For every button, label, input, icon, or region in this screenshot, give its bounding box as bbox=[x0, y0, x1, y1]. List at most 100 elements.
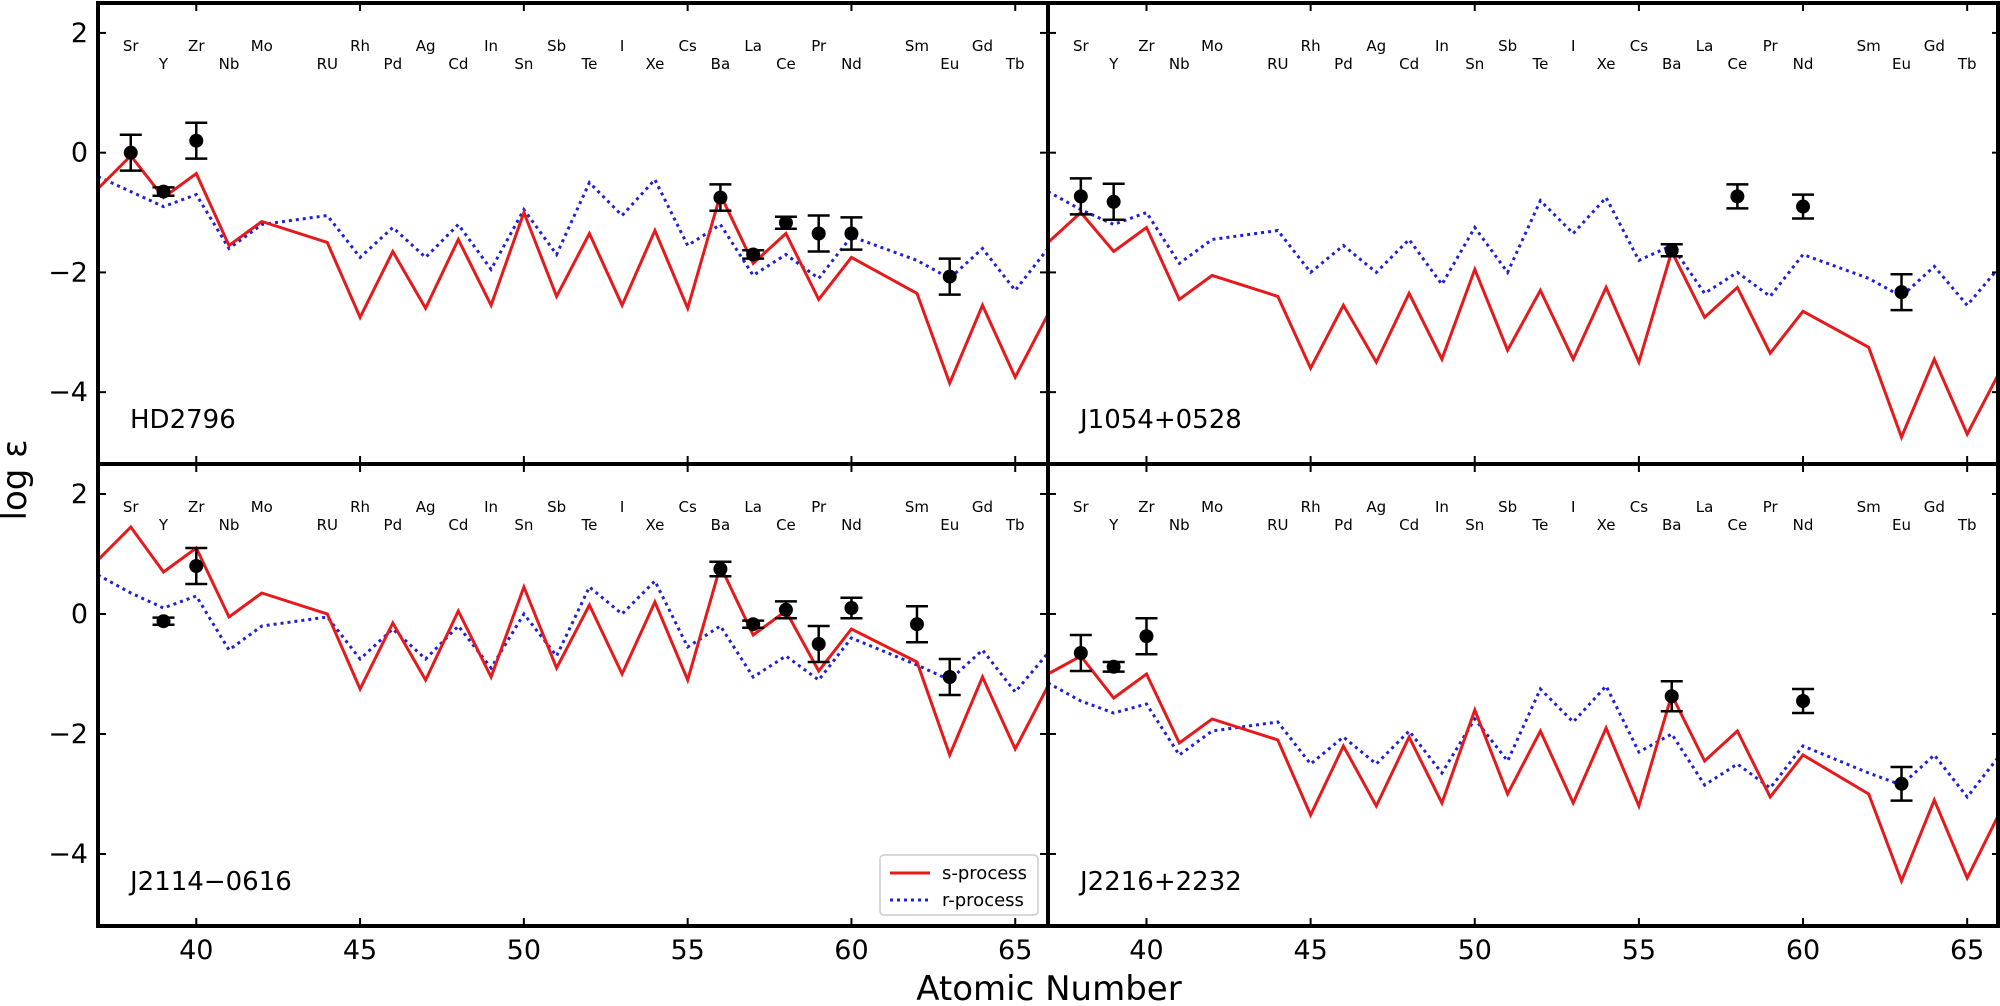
x-tick-label: 65 bbox=[998, 935, 1032, 966]
element-label-rh: Rh bbox=[1301, 498, 1321, 516]
x-tick-label: 40 bbox=[179, 935, 213, 966]
observed-marker bbox=[942, 269, 957, 284]
element-label-gd: Gd bbox=[972, 498, 993, 516]
y-tick-label: −2 bbox=[48, 257, 88, 288]
element-label-rh: Rh bbox=[350, 498, 370, 516]
element-label-ce: Ce bbox=[1728, 516, 1748, 534]
element-label-nd: Nd bbox=[841, 516, 862, 534]
element-label-la: La bbox=[1696, 37, 1714, 55]
legend-label-s-process: s-process bbox=[942, 863, 1027, 884]
observed-point-z56 bbox=[709, 183, 732, 212]
element-label-nb: Nb bbox=[1169, 55, 1190, 73]
observed-point-z57 bbox=[742, 247, 765, 262]
observed-point-z63 bbox=[1890, 765, 1913, 802]
element-label-pd: Pd bbox=[384, 516, 403, 534]
element-label-sr: Sr bbox=[1073, 498, 1090, 516]
element-label-tb: Tb bbox=[1005, 516, 1025, 534]
observed-point-z60 bbox=[1792, 687, 1815, 715]
element-label-sr: Sr bbox=[123, 37, 140, 55]
element-label-sm: Sm bbox=[1857, 498, 1881, 516]
observed-marker bbox=[189, 559, 204, 573]
element-label-ba: Ba bbox=[1662, 55, 1681, 73]
element-label-sr: Sr bbox=[1073, 37, 1090, 55]
element-label-eu: Eu bbox=[1892, 55, 1911, 73]
element-label-gd: Gd bbox=[972, 37, 993, 55]
observed-point-z63 bbox=[1890, 272, 1913, 312]
observed-marker bbox=[123, 145, 138, 160]
y-tick-label: 0 bbox=[71, 138, 88, 169]
observed-marker bbox=[1073, 189, 1088, 204]
element-label-cs: Cs bbox=[1630, 498, 1648, 516]
element-label-zr: Zr bbox=[1138, 37, 1155, 55]
observed-point-z60 bbox=[840, 216, 863, 251]
element-label-pd: Pd bbox=[1334, 55, 1353, 73]
element-label-sm: Sm bbox=[905, 37, 929, 55]
element-label-zr: Zr bbox=[1138, 498, 1155, 516]
observed-point-z39 bbox=[152, 184, 175, 199]
panel-4: Sr Y Zr Nb Mo RU Rh Pd Ag Cd In Sn Sb Te I Xe Cs Ba La Ce Pr… bbox=[1048, 464, 2000, 966]
element-label-te: Te bbox=[580, 55, 597, 73]
observed-marker bbox=[909, 617, 924, 632]
observed-point-z40 bbox=[185, 546, 208, 586]
element-label-ce: Ce bbox=[776, 55, 796, 73]
element-label-i: I bbox=[1571, 498, 1575, 516]
observed-point-z58 bbox=[774, 600, 797, 620]
observed-marker bbox=[778, 215, 793, 230]
element-label-sr: Sr bbox=[123, 498, 140, 516]
observed-point-z59 bbox=[807, 624, 830, 664]
element-label-y: Y bbox=[158, 55, 169, 73]
observed-point-z56 bbox=[1660, 243, 1683, 258]
element-label-y: Y bbox=[1108, 516, 1119, 534]
observed-marker bbox=[713, 190, 728, 205]
observed-point-z38 bbox=[119, 133, 142, 172]
star-name-label: J2114−0616 bbox=[128, 867, 292, 897]
element-label-ce: Ce bbox=[1728, 55, 1748, 73]
observed-point-z63 bbox=[938, 257, 961, 296]
element-label-gd: Gd bbox=[1924, 498, 1945, 516]
element-label-mo: Mo bbox=[251, 37, 273, 55]
y-axis-title: log ε bbox=[0, 439, 35, 520]
element-label-pd: Pd bbox=[1334, 516, 1353, 534]
element-label-pd: Pd bbox=[384, 55, 403, 73]
element-label-cs: Cs bbox=[1630, 37, 1648, 55]
panel-frames bbox=[96, 1, 2000, 928]
element-label-sb: Sb bbox=[1498, 37, 1517, 55]
observed-point-z40 bbox=[1135, 616, 1158, 656]
element-label-xe: Xe bbox=[1597, 516, 1616, 534]
observed-point-z58 bbox=[1726, 183, 1749, 210]
panel-1: Sr Y Zr Nb Mo RU Rh Pd Ag Cd In Sn Sb Te I Xe Cs Ba La Ce Pr… bbox=[48, 3, 1048, 464]
observed-marker bbox=[189, 133, 204, 148]
observed-marker bbox=[1664, 243, 1679, 258]
observed-marker bbox=[746, 617, 761, 632]
element-label-ag: Ag bbox=[416, 37, 436, 55]
element-label-y: Y bbox=[1108, 55, 1119, 73]
element-label-te: Te bbox=[1531, 516, 1548, 534]
y-tick-label: −2 bbox=[48, 719, 88, 750]
element-label-zr: Zr bbox=[188, 37, 205, 55]
x-tick-label: 60 bbox=[1786, 935, 1820, 966]
element-label-pr: Pr bbox=[1763, 37, 1779, 55]
element-label-pr: Pr bbox=[811, 498, 827, 516]
element-label-ce: Ce bbox=[776, 516, 796, 534]
element-label-ru: RU bbox=[317, 516, 338, 534]
observed-marker bbox=[1106, 659, 1121, 674]
element-label-cs: Cs bbox=[679, 37, 697, 55]
element-label-ru: RU bbox=[317, 55, 338, 73]
r-process-line bbox=[1048, 190, 2000, 308]
element-label-in: In bbox=[484, 37, 498, 55]
panels-layer: Sr Y Zr Nb Mo RU Rh Pd Ag Cd In Sn Sb Te I Xe Cs Ba La Ce Pr… bbox=[48, 1, 2000, 966]
x-tick-label: 55 bbox=[1622, 935, 1656, 966]
legend-label-r-process: r-process bbox=[942, 890, 1024, 911]
observed-point-z56 bbox=[1660, 679, 1683, 713]
element-label-cd: Cd bbox=[448, 55, 468, 73]
x-axis-title: Atomic Number bbox=[916, 969, 1181, 1006]
element-label-rh: Rh bbox=[1301, 37, 1321, 55]
element-label-ag: Ag bbox=[1366, 498, 1386, 516]
element-label-tb: Tb bbox=[1005, 55, 1025, 73]
observed-point-z59 bbox=[807, 214, 830, 253]
y-tick-label: 2 bbox=[71, 479, 88, 510]
observed-marker bbox=[942, 670, 957, 684]
element-label-i: I bbox=[620, 498, 624, 516]
observed-marker bbox=[844, 601, 859, 615]
